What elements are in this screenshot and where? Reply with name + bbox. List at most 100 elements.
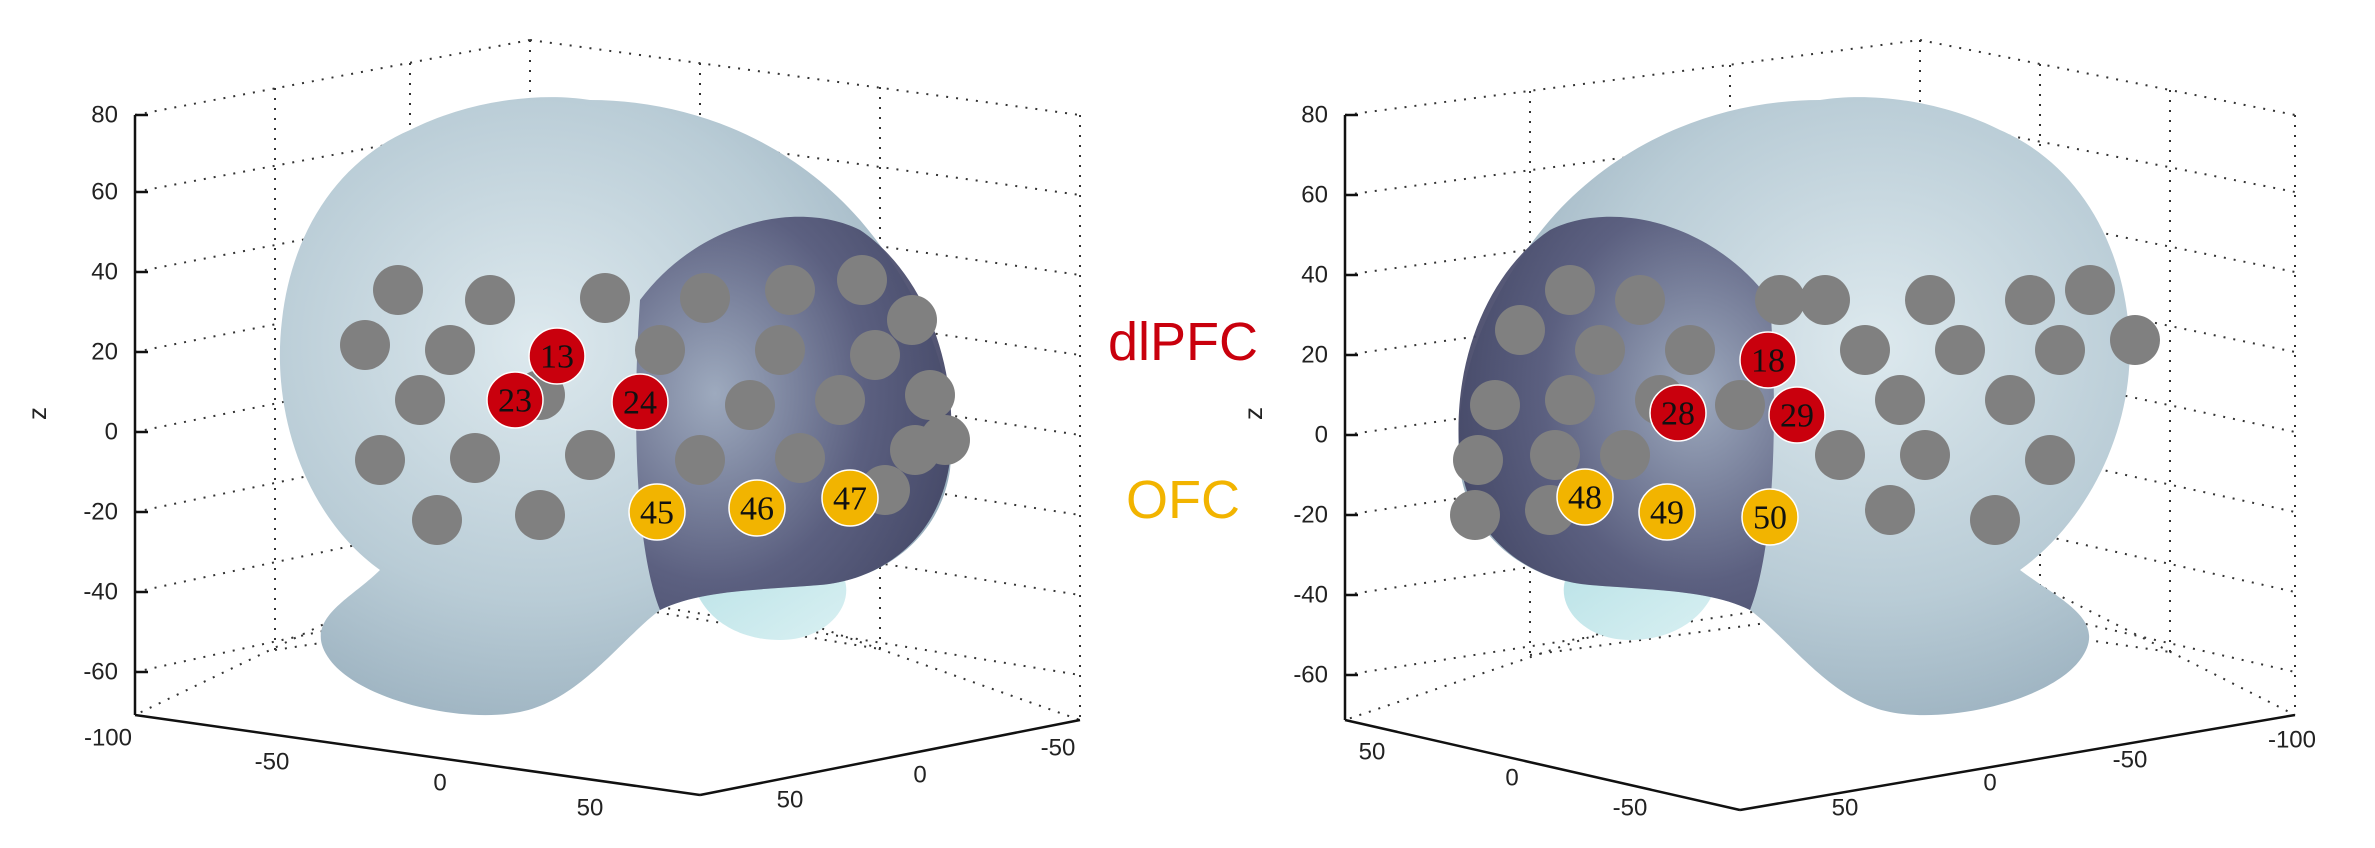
right-grey-electrode — [1453, 435, 1503, 485]
right-right-tick-label: -100 — [2268, 727, 2316, 754]
right-grey-electrode — [1665, 325, 1715, 375]
left-front-tick-label: 0 — [433, 770, 446, 797]
right-electrode-50: 50 — [1741, 488, 1799, 546]
right-grey-electrode — [1935, 325, 1985, 375]
left-electrode-label: 24 — [623, 385, 657, 422]
left-grey-electrode — [775, 433, 825, 483]
right-z-tick-label: 80 — [1301, 102, 1328, 129]
right-right-tick-label: -50 — [2113, 747, 2148, 774]
left-grey-electrode — [725, 380, 775, 430]
left-electrode-label: 13 — [540, 339, 574, 376]
left-grey-electrode — [565, 430, 615, 480]
region-label-ofc: OFC — [1126, 470, 1240, 530]
left-electrode-label: 46 — [740, 491, 774, 528]
left-electrode-marker — [628, 483, 686, 541]
right-grey-electrode — [1600, 430, 1650, 480]
right-electrode-marker — [1649, 384, 1707, 442]
left-grey-electrode — [755, 325, 805, 375]
right-grey-electrodes — [1450, 265, 2160, 545]
right-electrode-18: 18 — [1739, 331, 1797, 389]
left-electrode-marker — [486, 371, 544, 429]
right-grey-electrode — [2110, 315, 2160, 365]
right-z-tick-label: 40 — [1301, 262, 1328, 289]
left-grey-electrode — [675, 435, 725, 485]
right-grey-electrode — [1905, 275, 1955, 325]
right-axes — [1343, 113, 2296, 812]
left-grey-electrode — [355, 435, 405, 485]
region-label-dlpfc: dlPFC — [1108, 312, 1258, 372]
right-electrode-label: 50 — [1753, 500, 1787, 537]
left-electrode-45: 45 — [628, 483, 686, 541]
left-electrode-13: 13 — [528, 327, 586, 385]
right-panel: 18 28 29 48 49 50 z 80 60 40 20 0 -20 -40 -60 50 0 -50… — [1238, 39, 2316, 822]
right-electrode-label: 29 — [1780, 398, 1814, 435]
right-electrode-label: 28 — [1661, 396, 1695, 433]
right-grey-electrode — [1530, 430, 1580, 480]
left-grey-electrode — [465, 275, 515, 325]
left-grey-electrode — [340, 320, 390, 370]
left-axes — [133, 113, 1081, 797]
right-grey-electrode — [1495, 305, 1545, 355]
right-grey-electrode — [1900, 430, 1950, 480]
left-z-tick-label: 60 — [91, 179, 118, 206]
left-electrode-46: 46 — [728, 479, 786, 537]
right-electrode-marker — [1768, 386, 1826, 444]
right-highlighted-electrodes: 18 28 29 48 49 50 — [1556, 331, 1826, 546]
left-grey-electrode — [905, 370, 955, 420]
left-right-tick-label: 0 — [913, 762, 926, 789]
right-z-tick-labels: 80 60 40 20 0 -20 -40 -60 — [1293, 102, 1328, 689]
right-grey-electrode — [1450, 490, 1500, 540]
right-right-tick-label: 50 — [1832, 795, 1859, 822]
right-electrode-48: 48 — [1556, 468, 1614, 526]
left-front-tick-label: -100 — [84, 725, 132, 752]
left-electrode-label: 23 — [498, 383, 532, 420]
left-grey-electrode — [450, 433, 500, 483]
right-grey-electrode — [1715, 380, 1765, 430]
left-grey-electrode — [765, 265, 815, 315]
right-grey-electrode — [1800, 275, 1850, 325]
right-grey-electrode — [2035, 325, 2085, 375]
left-z-tick-label: 40 — [91, 259, 118, 286]
right-z-axis-label: z — [1238, 407, 1268, 420]
right-grey-electrode — [1545, 265, 1595, 315]
right-grey-electrode — [1875, 375, 1925, 425]
right-electrode-28: 28 — [1649, 384, 1707, 442]
right-grey-electrode — [1575, 325, 1625, 375]
right-electrode-label: 48 — [1568, 480, 1602, 517]
right-electrode-29: 29 — [1768, 386, 1826, 444]
left-grey-electrode — [680, 273, 730, 323]
right-z-tick-label: 20 — [1301, 342, 1328, 369]
right-grey-electrode — [1985, 375, 2035, 425]
right-electrode-49: 49 — [1638, 483, 1696, 541]
right-grey-electrode — [1970, 495, 2020, 545]
right-grey-electrode — [1615, 275, 1665, 325]
left-front-tick-label: -50 — [255, 749, 290, 776]
right-grey-electrode — [1865, 485, 1915, 535]
left-electrode-23: 23 — [486, 371, 544, 429]
right-grey-electrode — [2025, 435, 2075, 485]
right-electrode-marker — [1739, 331, 1797, 389]
left-grey-electrode — [395, 375, 445, 425]
right-right-tick-labels: 50 0 -50 -100 — [1832, 727, 2316, 822]
left-z-tick-labels: 80 60 40 20 0 -20 -40 -60 — [83, 102, 118, 686]
left-z-tick-label: 0 — [105, 419, 118, 446]
left-electrode-marker — [821, 469, 879, 527]
right-right-tick-label: 0 — [1983, 770, 1996, 797]
left-z-axis-label: z — [22, 407, 52, 420]
right-grey-electrode — [1840, 325, 1890, 375]
left-electrode-marker — [728, 479, 786, 537]
left-grey-electrode — [412, 495, 462, 545]
right-electrode-label: 18 — [1751, 343, 1785, 380]
left-grey-electrode — [887, 295, 937, 345]
right-z-tick-label: -40 — [1293, 582, 1328, 609]
left-electrode-47: 47 — [821, 469, 879, 527]
right-front-tick-label: -50 — [1613, 795, 1648, 822]
right-z-tick-label: -60 — [1293, 662, 1328, 689]
left-electrode-marker — [528, 327, 586, 385]
left-grey-electrode — [425, 325, 475, 375]
right-electrode-marker — [1741, 488, 1799, 546]
left-grey-electrode — [920, 415, 970, 465]
